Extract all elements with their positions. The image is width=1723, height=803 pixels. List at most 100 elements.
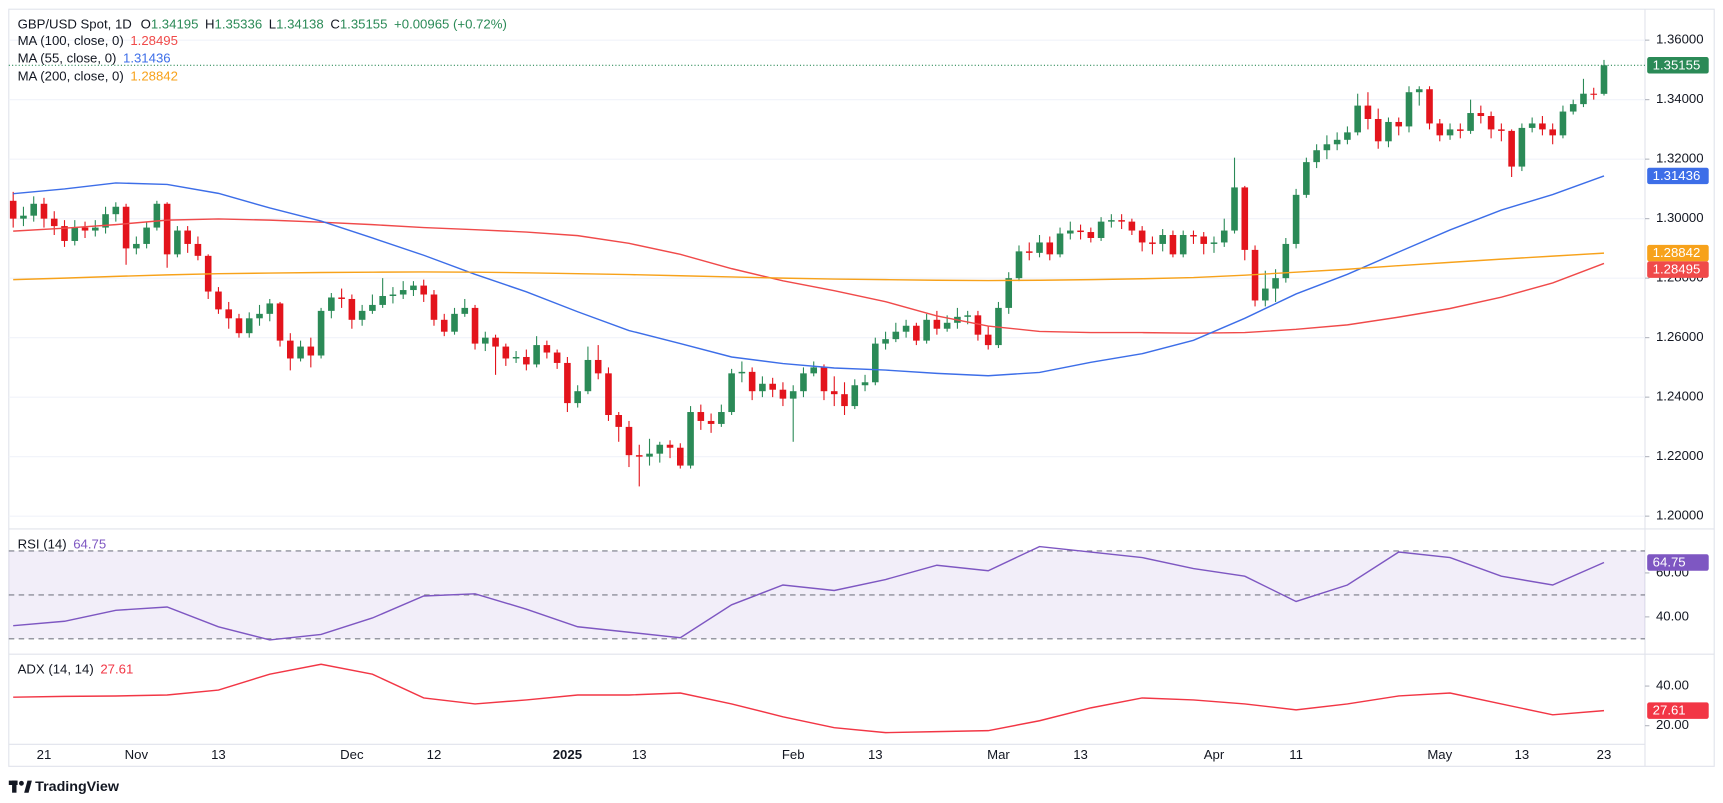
y-tick-label: 20.00 (1656, 717, 1689, 732)
candle-body (605, 373, 612, 416)
candle-body (943, 322, 951, 329)
candle-body (1056, 233, 1064, 255)
candle-body (50, 218, 58, 227)
legend-value: 27.61 (100, 662, 133, 677)
price-tag-label: 1.28842 (1653, 245, 1701, 260)
candle-body (471, 307, 479, 344)
x-tick-label: Apr (1204, 747, 1225, 762)
y-tick-label: 1.20000 (1656, 508, 1704, 523)
x-tick-label: 11 (1289, 747, 1303, 762)
indicator-line (13, 252, 1605, 282)
x-tick-label: Nov (125, 747, 149, 762)
candle-body (625, 426, 633, 456)
candle-body (1569, 104, 1577, 112)
x-tick-label: Mar (987, 747, 1010, 762)
candle-body (163, 203, 171, 255)
candle-body (307, 346, 315, 356)
price-tag-label: 1.35155 (1653, 57, 1701, 72)
candle-body (153, 203, 161, 228)
candle-body (933, 319, 941, 329)
candle-body (748, 371, 756, 392)
candle-body (543, 345, 551, 353)
candle-body (71, 227, 79, 241)
candle-body (91, 227, 99, 231)
candle-body (184, 230, 191, 244)
candle-body (215, 291, 222, 310)
candle-body (697, 412, 705, 421)
candle-body (1446, 129, 1454, 136)
x-tick-label: 2025 (553, 747, 582, 762)
header: GBP/USD Spot, 1D O1.34195 H1.35336 L1.34138… (18, 17, 507, 32)
price-tag-label: 1.31436 (1653, 168, 1701, 183)
candle-body (492, 337, 499, 347)
candle-body (1415, 89, 1423, 93)
ohlc-value: 1.35336 (215, 17, 263, 32)
price-tag (1647, 261, 1709, 278)
candle-body (61, 226, 68, 241)
candle-body (1077, 230, 1084, 233)
candle-body (1303, 162, 1310, 195)
x-tick-label: Dec (340, 747, 364, 762)
candle-body (656, 444, 664, 454)
candle-body (882, 339, 889, 344)
candle-body (574, 391, 581, 404)
y-tick-label: 1.26000 (1656, 329, 1704, 344)
legend-value: 1.28495 (130, 34, 178, 49)
legend-name: RSI (14) (18, 537, 67, 552)
candle-body (1477, 113, 1485, 117)
candle-body (1262, 288, 1269, 301)
candle-body (810, 367, 818, 374)
price-tag (1647, 57, 1709, 74)
candle-body (348, 298, 356, 320)
candle-body (81, 227, 89, 231)
candle-body (225, 309, 233, 319)
candle-body (1179, 235, 1187, 255)
candle-body (369, 304, 376, 311)
ohlc-value: 1.35155 (340, 17, 388, 32)
candle-body (1559, 111, 1567, 136)
x-tick-label: 13 (868, 747, 883, 762)
candle-body (430, 294, 438, 320)
legend-entry: MA (200, close, 0) 1.28842 (18, 69, 178, 84)
candle-body (286, 340, 294, 359)
candle-body (820, 367, 828, 392)
candle-body (1046, 242, 1054, 255)
candle-body (512, 356, 520, 359)
candle-body (379, 296, 386, 305)
legend-entry: MA (55, close, 0) 1.31436 (18, 51, 171, 66)
candle-body (112, 206, 120, 215)
candle-body (553, 352, 561, 363)
candle-body (133, 243, 140, 249)
candle-body (1333, 139, 1341, 145)
x-tick-label: 13 (1515, 747, 1530, 762)
legend-name: MA (100, close, 0) (18, 34, 124, 49)
candle-body (30, 203, 38, 216)
candle-body (707, 420, 715, 424)
price-tag-label: 27.61 (1653, 703, 1686, 718)
candle-body (1210, 242, 1218, 244)
candle-body (143, 227, 150, 244)
candle-body (174, 230, 181, 255)
ohlc-value: 1.34195 (151, 17, 199, 32)
candle-body (1436, 123, 1444, 136)
candle-body (1549, 129, 1556, 136)
candle-body (1097, 221, 1105, 238)
candle-body (1528, 123, 1536, 128)
candle-body (892, 331, 900, 340)
candle-body (194, 243, 202, 256)
candle-body (461, 307, 469, 314)
candle-body (1025, 251, 1033, 253)
candle-body (276, 303, 284, 341)
ohlc-letter: H (205, 17, 215, 32)
candle-body (902, 325, 910, 332)
candle-body (1374, 118, 1382, 142)
x-tick-label: 13 (632, 747, 647, 762)
y-tick-label: 1.30000 (1656, 210, 1704, 225)
y-tick-label: 1.36000 (1656, 32, 1704, 47)
candle-body (800, 373, 807, 392)
x-tick-label: 21 (37, 747, 52, 762)
candle-body (338, 297, 345, 299)
candle-body (1220, 230, 1228, 243)
candle-body (1426, 89, 1433, 124)
candle-body (1138, 230, 1146, 243)
